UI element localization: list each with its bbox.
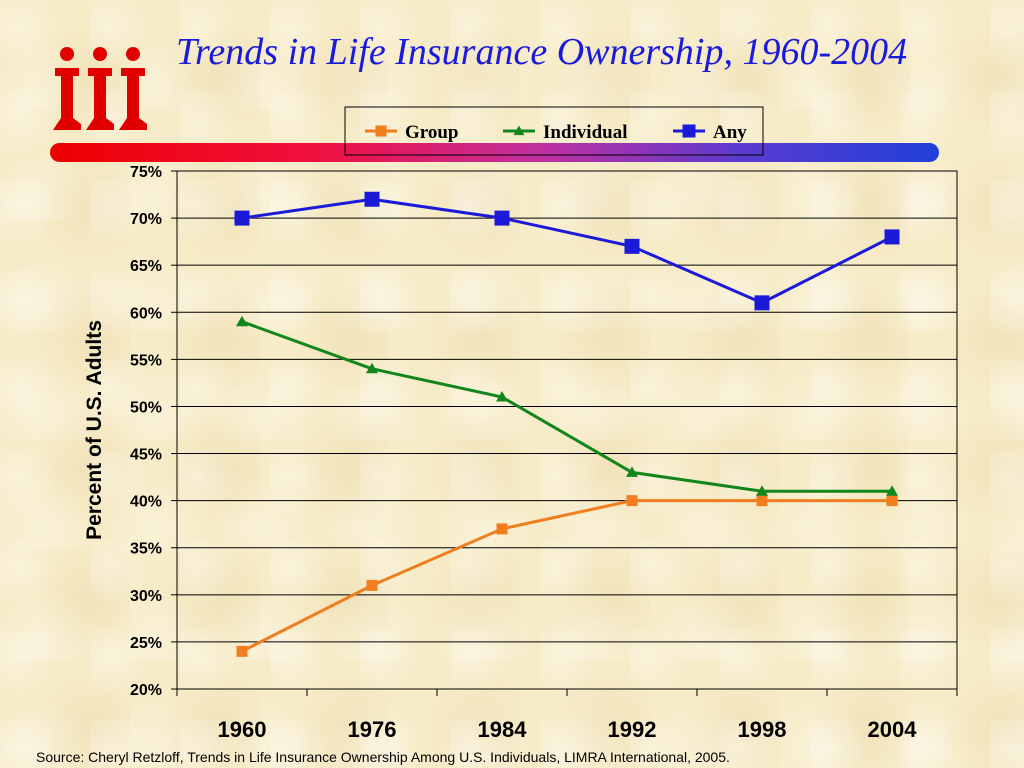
- data-point-any: [624, 238, 640, 254]
- data-point-group: [236, 645, 248, 657]
- y-tick-label: 40%: [130, 494, 162, 511]
- data-point-individual: [886, 485, 898, 496]
- iii-logo: [53, 47, 147, 130]
- data-point-individual: [496, 391, 508, 402]
- legend-label-any: Any: [713, 122, 747, 143]
- legend-marker-individual: [513, 125, 525, 136]
- data-point-individual: [626, 466, 638, 477]
- x-tick-label: 1992: [608, 717, 657, 742]
- y-axis-label: Percent of U.S. Adults: [83, 320, 106, 540]
- data-point-individual: [366, 362, 378, 374]
- series-line-group: [241, 499, 892, 653]
- data-point-group: [626, 495, 638, 507]
- legend-label-group: Group: [405, 122, 459, 143]
- series-line-individual: [241, 320, 892, 493]
- x-tick-label: 1984: [478, 717, 528, 742]
- data-point-individual: [756, 485, 768, 496]
- chart-legend: [344, 106, 764, 156]
- data-point-any: [754, 295, 770, 311]
- y-tick-label: 55%: [130, 352, 162, 369]
- source-note: Source: Cheryl Retzloff, Trends in Life …: [36, 749, 730, 765]
- x-tick-label: 1976: [348, 717, 397, 742]
- legend-marker-any: [682, 124, 696, 138]
- y-tick-label: 65%: [130, 258, 162, 275]
- data-point-group: [756, 495, 768, 507]
- x-tick-label: 2004: [868, 717, 918, 742]
- decorative-divider-bar: [50, 143, 939, 162]
- plot-area-border: [176, 170, 958, 690]
- y-tick-label: 35%: [130, 541, 162, 558]
- data-point-group: [496, 523, 508, 535]
- y-tick-label: 70%: [130, 211, 162, 228]
- x-tick-label: 1960: [218, 717, 267, 742]
- data-point-any: [234, 210, 250, 226]
- y-tick-label: 75%: [130, 164, 162, 181]
- data-point-individual: [236, 315, 248, 327]
- legend-label-individual: Individual: [543, 122, 628, 143]
- data-point-any: [494, 210, 510, 226]
- data-point-any: [884, 229, 900, 245]
- data-point-group: [366, 579, 378, 591]
- x-tick-label: 1998: [738, 717, 787, 742]
- data-point-group: [886, 495, 898, 507]
- y-tick-label: 25%: [130, 635, 162, 652]
- legend-marker-group: [375, 125, 387, 137]
- y-tick-label: 45%: [130, 447, 162, 464]
- y-tick-label: 60%: [130, 305, 162, 322]
- y-tick-label: 30%: [130, 588, 162, 605]
- data-point-any: [364, 191, 380, 207]
- y-tick-label: 20%: [130, 682, 162, 699]
- page-title: Trends in Life Insurance Ownership, 1960…: [176, 31, 908, 73]
- series-line-any: [241, 197, 893, 305]
- y-tick-label: 50%: [130, 399, 162, 416]
